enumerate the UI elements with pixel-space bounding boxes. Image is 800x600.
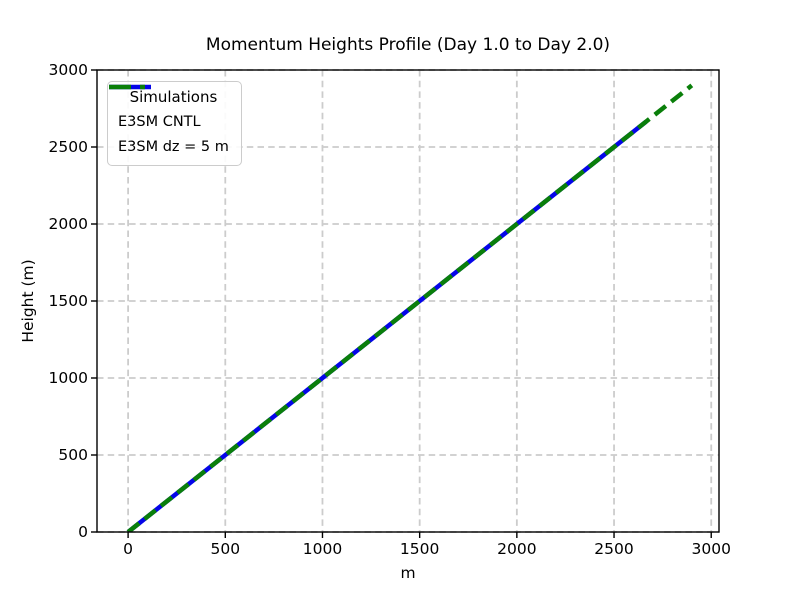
- x-tick-label: 500: [210, 540, 240, 558]
- legend-entries: E3SM CNTL E3SM dz = 5 m: [109, 84, 229, 159]
- y-tick-label: 2000: [49, 215, 88, 233]
- y-tick-label: 0: [78, 523, 88, 541]
- legend-line-sample: [109, 84, 151, 90]
- y-axis-label: Height (m): [19, 259, 37, 343]
- legend: Simulations E3SM CNTL E3SM dz = 5 m: [107, 81, 242, 166]
- x-tick-label: 0: [123, 540, 133, 558]
- x-tick-label: 2000: [497, 540, 536, 558]
- legend-label: E3SM CNTL: [118, 113, 201, 130]
- x-tick-label: 2500: [594, 540, 633, 558]
- y-tick-label: 1500: [49, 292, 88, 310]
- legend-label: E3SM dz = 5 m: [118, 138, 229, 155]
- legend-title: Simulations: [129, 88, 218, 106]
- y-tick-label: 1000: [49, 369, 88, 387]
- series-line-1: [126, 119, 648, 532]
- chart-title: Momentum Heights Profile (Day 1.0 to Day…: [205, 35, 611, 55]
- x-tick-label: 1000: [303, 540, 342, 558]
- x-tick-label: 1500: [400, 540, 439, 558]
- series-line-2: [126, 83, 694, 532]
- y-tick-label: 500: [58, 446, 88, 464]
- y-tick-label: 3000: [49, 61, 88, 79]
- legend-entry: E3SM CNTL: [109, 84, 229, 134]
- x-axis-label: m: [400, 564, 416, 582]
- legend-entry: E3SM dz = 5 m: [109, 84, 229, 159]
- y-tick-label: 2500: [49, 138, 88, 156]
- x-tick-label: 3000: [691, 540, 730, 558]
